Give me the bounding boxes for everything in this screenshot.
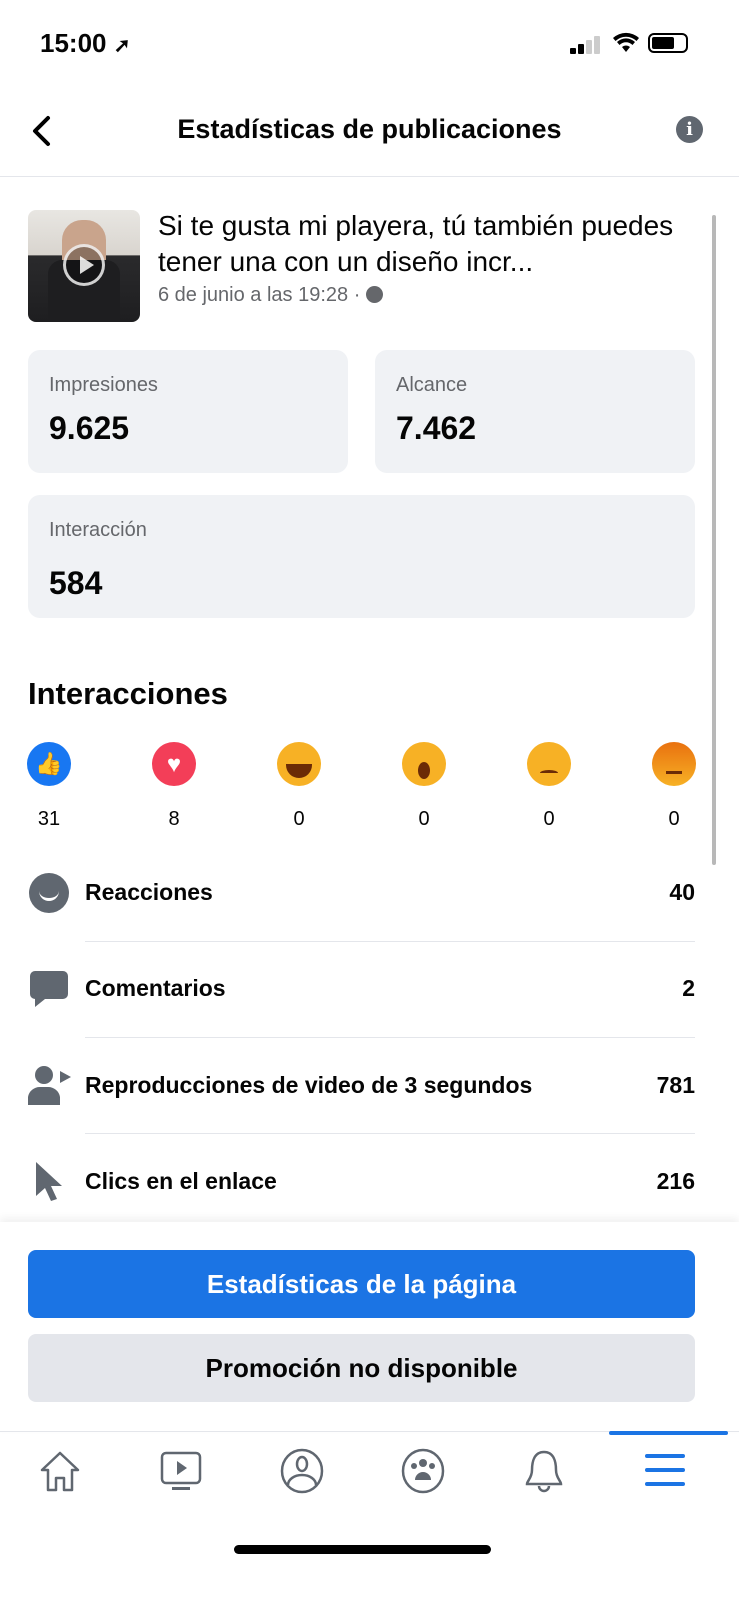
reactions-value: 40 [669,879,695,905]
row-divider [85,1133,695,1134]
metric-label: Impresiones [49,374,158,396]
engagement-card: Interacción 584 [28,495,695,618]
metric-label: Alcance [396,374,468,396]
post-date: 6 de junio a las 19:28 · [158,284,383,307]
globe-icon [365,286,383,303]
wifi-icon [613,32,639,52]
reactions-label: Reacciones [85,879,213,905]
post-date-text: 6 de junio a las 19:28 · [158,284,361,306]
battery-icon [648,33,688,53]
comment-icon [30,971,68,1007]
smiley-icon [29,873,69,913]
cursor-icon [36,1162,62,1201]
sad-icon [527,742,571,786]
metric-label: Interacción [49,519,147,541]
watch-icon[interactable] [159,1450,203,1492]
time-text: 15:00 [40,28,107,58]
haha-count: 0 [293,808,305,830]
home-indicator [234,1545,491,1554]
like-icon: 👍 [27,742,71,786]
like-count: 31 [37,808,61,830]
header-divider [0,176,739,177]
groups-icon[interactable] [401,1448,445,1494]
link-clicks-value: 216 [656,1168,695,1194]
sad-count: 0 [543,808,555,830]
back-icon[interactable] [28,114,54,148]
home-icon[interactable] [38,1450,82,1492]
impressions-card: Impresiones 9.625 [28,350,348,473]
wow-count: 0 [418,808,430,830]
video-plays-label: Reproducciones de video de 3 segundos [85,1072,533,1098]
active-tab-indicator [609,1431,728,1435]
play-icon [63,244,105,286]
link-clicks-label: Clics en el enlace [85,1168,277,1194]
love-icon: ♥ [152,742,196,786]
row-divider [85,1037,695,1038]
love-count: 8 [168,808,180,830]
metric-value: 584 [49,565,103,601]
video-plays-value: 781 [656,1072,695,1098]
signal-icon [570,34,604,54]
comments-value: 2 [682,975,695,1001]
location-arrow-icon: ➚ [113,35,131,57]
profile-icon[interactable] [280,1448,324,1494]
promotion-button[interactable]: Promoción no disponible [28,1334,695,1402]
reach-card: Alcance 7.462 [375,350,695,473]
wow-icon [402,742,446,786]
info-icon[interactable]: i [676,116,703,143]
page-title: Estadísticas de publicaciones [177,114,562,144]
scrollbar[interactable] [712,215,716,865]
page-stats-button[interactable]: Estadísticas de la página [28,1250,695,1318]
metric-value: 7.462 [396,410,477,446]
tabbar-divider [0,1431,739,1432]
comments-label: Comentarios [85,975,226,1001]
post-title[interactable]: Si te gusta mi playera, tú también puede… [158,210,674,277]
notifications-icon[interactable] [524,1448,564,1494]
angry-icon [652,742,696,786]
person-video-icon [28,1066,71,1105]
row-divider [85,941,695,942]
angry-count: 0 [668,808,680,830]
status-time: 15:00 ➚ [40,28,131,59]
metric-value: 9.625 [49,410,130,446]
post-thumbnail[interactable] [28,210,140,322]
haha-icon [277,742,321,786]
menu-icon[interactable] [645,1452,685,1488]
interactions-heading: Interacciones [28,676,228,711]
